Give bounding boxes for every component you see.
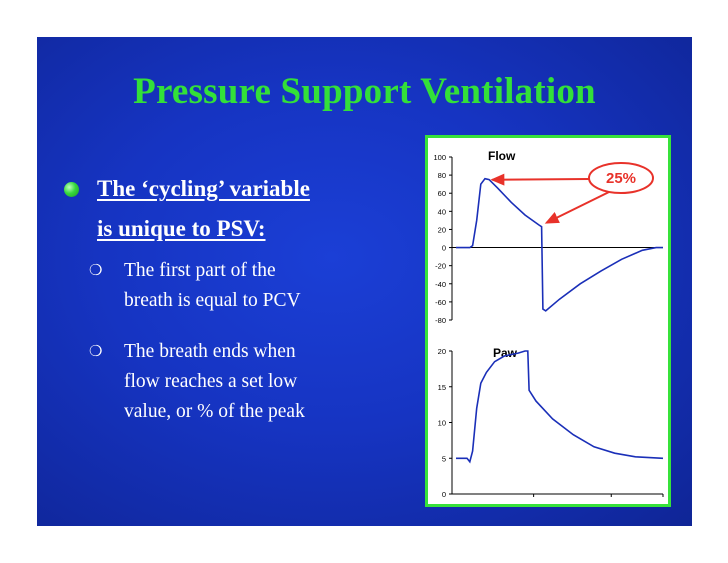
arrow-to-peak	[490, 173, 590, 186]
y-tick-label: 15	[438, 383, 446, 392]
hollow-circle-bullet-icon: ❍	[89, 263, 103, 279]
y-tick-label: 20	[438, 225, 446, 234]
y-tick-label: -40	[435, 280, 446, 289]
main-bullet-line-1: The ‘cycling’ variable	[97, 176, 310, 201]
sub-bullet-2-line-3: value, or % of the peak	[124, 401, 305, 422]
sub-bullet-1-line-1: The first part of the	[124, 260, 276, 281]
sub-bullet-2-line-2: flow reaches a set low	[124, 371, 298, 392]
sub-bullet-2-line-1: The breath ends when	[124, 341, 296, 362]
y-tick-label: 60	[438, 189, 446, 198]
y-tick-label: 100	[433, 153, 446, 162]
hollow-circle-bullet-icon: ❍	[89, 344, 103, 360]
y-tick-label: 80	[438, 171, 446, 180]
peak-percent-annotation: 25%	[490, 162, 654, 224]
waveform-charts-svg: 100 80 60 40 20 0 -20 -40 -60 -80 Flow 20 15 10 5 0 Paw…	[433, 149, 664, 499]
series-line	[456, 177, 663, 312]
paw-chart: 20 15 10 5 0 Paw	[438, 346, 664, 499]
chart-title: Flow	[488, 149, 516, 163]
main-bullet-line-2: is unique to PSV:	[97, 216, 266, 241]
bullet-dot-icon	[64, 182, 79, 197]
flow-chart: 100 80 60 40 20 0 -20 -40 -60 -80 Flow	[433, 149, 663, 325]
y-tick-label: 5	[442, 454, 446, 463]
sub-bullet-1-line-2: breath is equal to PCV	[124, 290, 301, 311]
y-tick-label: 0	[442, 244, 446, 253]
y-tick-label: -20	[435, 262, 446, 271]
y-tick-label: 40	[438, 207, 446, 216]
annotation-label: 25%	[606, 170, 636, 187]
series-line	[456, 350, 664, 464]
waveform-chart-panel: 100 80 60 40 20 0 -20 -40 -60 -80 Flow 20 15 10 5 0 Paw…	[425, 135, 671, 507]
y-tick-label: -80	[435, 316, 446, 325]
y-tick-label: -60	[435, 298, 446, 307]
y-tick-label: 0	[442, 490, 446, 499]
chart-title: Paw	[493, 346, 518, 360]
slide-title: Pressure Support Ventilation	[133, 71, 596, 112]
arrow-to-cycle-point	[544, 191, 610, 224]
annotation-ellipse	[588, 162, 654, 194]
y-tick-label: 20	[438, 347, 446, 356]
y-tick-label: 10	[438, 419, 446, 428]
